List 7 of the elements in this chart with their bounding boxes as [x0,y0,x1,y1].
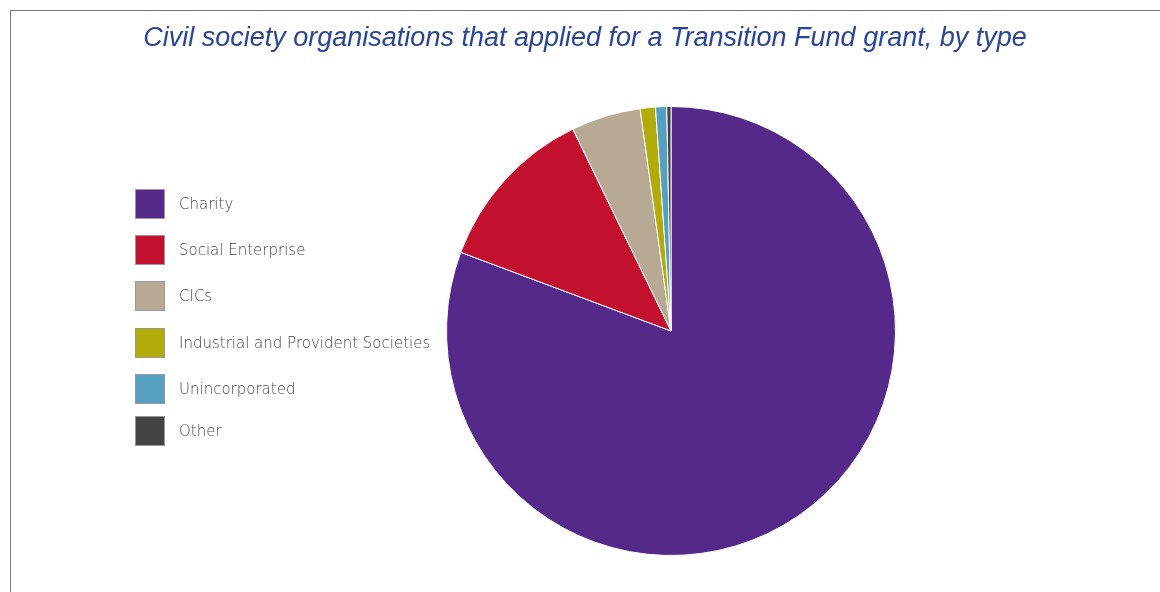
legend-label: Industrial and Provident Societies [179,334,431,352]
chart-title: Civil society organisations that applied for a Transition Fund grant, by type [142,22,1028,53]
legend-label: Other [179,422,222,440]
legend-label: Charity [179,195,234,213]
legend-label: Unincorporated [179,380,296,398]
legend-label: Social Enterprise [179,241,306,259]
legend-label: CICs [179,287,213,305]
